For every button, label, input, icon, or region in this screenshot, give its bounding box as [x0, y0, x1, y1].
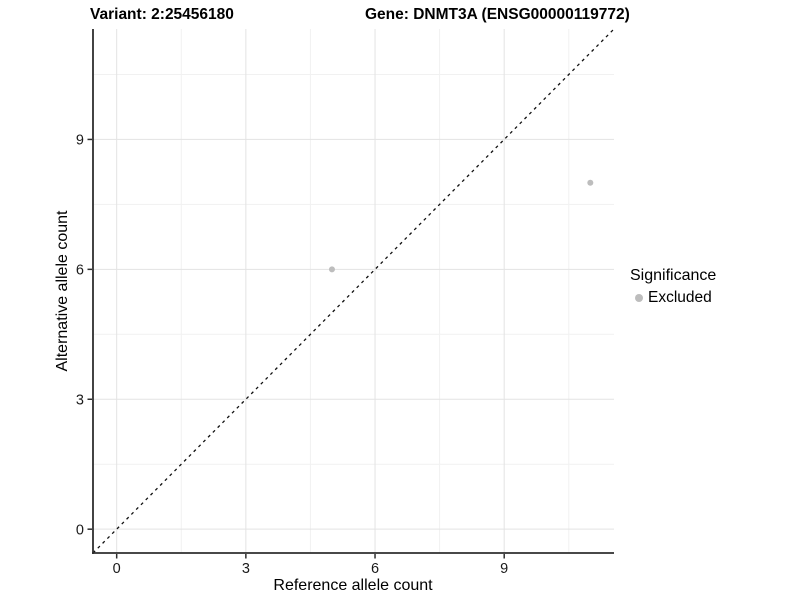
x-axis-title: Reference allele count [273, 577, 433, 594]
gene-title: Gene: DNMT3A (ENSG00000119772) [365, 6, 630, 23]
variant-title: Variant: 2:25456180 [90, 6, 234, 23]
legend-item-label: Excluded [648, 289, 712, 306]
x-tick-label: 9 [500, 561, 508, 577]
x-tick-label: 3 [242, 561, 250, 577]
legend: Significance Excluded [630, 266, 716, 307]
legend-title: Significance [630, 267, 717, 284]
data-point [328, 266, 335, 273]
y-tick-label: 6 [76, 263, 84, 279]
gridlines-major [93, 29, 614, 553]
axis-tick-labels: 0 3 6 9 0 3 6 9 [76, 133, 508, 577]
data-points [328, 179, 594, 273]
x-tick-label: 0 [113, 561, 121, 577]
axis-tick-marks [87, 138, 505, 559]
y-tick-label: 0 [76, 522, 84, 538]
axis-lines [92, 29, 614, 554]
legend-item-excluded: Excluded [630, 289, 716, 307]
y-tick-label: 3 [76, 392, 84, 408]
data-point [587, 179, 594, 186]
identity-dashed-line [92, 28, 615, 554]
y-axis-title: Alternative allele count [54, 210, 71, 372]
legend-key-dot [635, 294, 643, 302]
x-tick-label: 6 [371, 561, 379, 577]
gridlines-minor [93, 29, 614, 553]
y-tick-label: 9 [76, 133, 84, 149]
